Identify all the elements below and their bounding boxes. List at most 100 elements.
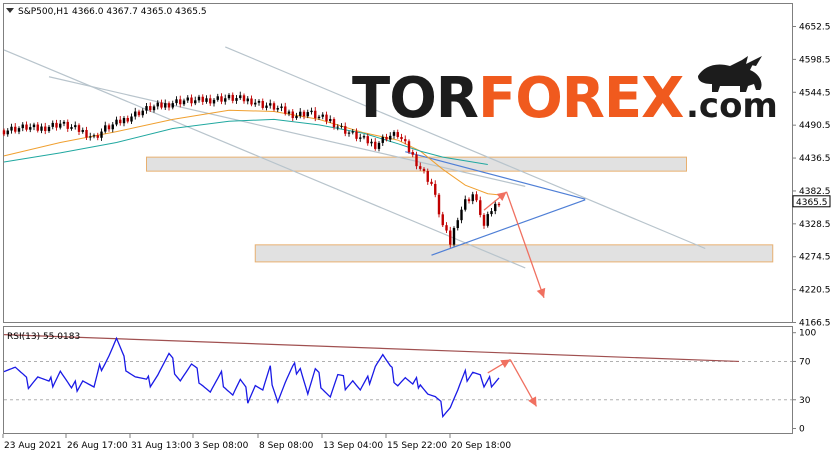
- candle: [355, 128, 358, 142]
- candle: [141, 108, 144, 118]
- candle: [2, 128, 6, 137]
- candle: [25, 121, 28, 132]
- time-tick-label: 13 Sep 04:00: [323, 441, 383, 451]
- rsi-label: RSI(13) 55.0183: [7, 332, 80, 342]
- candle: [426, 168, 429, 185]
- candle: [92, 133, 96, 139]
- candle: [490, 208, 493, 217]
- price-candles: [2, 91, 501, 248]
- candle: [434, 180, 437, 198]
- price-tick-label: 4166.5: [799, 319, 831, 329]
- candle: [359, 133, 362, 142]
- candle: [59, 119, 62, 130]
- candle: [209, 94, 212, 106]
- candle: [239, 91, 242, 100]
- candle: [201, 94, 204, 105]
- candle: [340, 123, 343, 129]
- candle: [104, 121, 107, 134]
- candle: [254, 99, 257, 107]
- candle: [441, 211, 444, 228]
- candle: [430, 178, 433, 186]
- watermark-text-orange: FOREX: [478, 66, 684, 131]
- candle: [122, 116, 126, 127]
- rsi-tick-label: 70: [799, 357, 811, 367]
- rsi-panel: 100 70 30 0: [3, 329, 816, 435]
- candle: [389, 132, 392, 143]
- candle: [119, 116, 122, 126]
- trend-line: [431, 199, 586, 256]
- candle: [486, 211, 489, 228]
- price-axis: 4652.5 4598.5 4544.5 4490.5 4436.5 4382.5 4328…: [792, 23, 831, 329]
- time-tick-label: 31 Aug 13:00: [131, 441, 192, 451]
- candle: [344, 122, 347, 137]
- main-panel-frame: [3, 3, 793, 323]
- candle: [77, 123, 81, 135]
- candle: [14, 123, 17, 134]
- candle: [81, 127, 84, 134]
- rsi-panel-frame: [3, 326, 793, 434]
- time-tick-label: 23 Aug 2021: [4, 441, 62, 451]
- candle: [242, 93, 246, 104]
- candle: [374, 138, 377, 151]
- candle: [10, 123, 13, 134]
- candle: [89, 132, 92, 141]
- candle: [156, 100, 159, 110]
- candle: [250, 95, 253, 107]
- price-tick-label: 4544.5: [799, 88, 831, 98]
- time-tick-label: 26 Aug 17:00: [67, 441, 128, 451]
- candle: [400, 133, 403, 142]
- moving-average-line: [3, 118, 488, 165]
- candle: [21, 122, 24, 132]
- rsi-tick-label: 0: [799, 425, 805, 435]
- candle: [437, 192, 441, 218]
- price-tick-label: 4274.5: [799, 253, 831, 263]
- trend-line: [3, 49, 526, 269]
- rsi-line: [3, 336, 500, 419]
- candle: [220, 93, 223, 105]
- candle: [160, 99, 163, 110]
- torforex-watermark: TORFOREX .com: [352, 56, 778, 131]
- candle: [29, 123, 32, 133]
- candle: [272, 101, 276, 112]
- rsi-trend-line: [3, 334, 740, 363]
- candle: [302, 109, 306, 120]
- candle: [231, 92, 234, 104]
- candle: [152, 104, 156, 113]
- candle: [55, 119, 58, 131]
- support-zone: [254, 244, 774, 263]
- candle: [47, 125, 51, 133]
- candle: [445, 222, 448, 233]
- candle: [336, 124, 339, 131]
- trend-line: [48, 76, 526, 187]
- chart-header: S&P500,H1 4366.0 4367.7 4365.0 4365.5: [6, 7, 207, 17]
- candle: [460, 206, 463, 224]
- time-tick-label: 20 Sep 18:00: [451, 441, 511, 451]
- candle: [62, 120, 66, 127]
- support-zones: [146, 156, 774, 263]
- candle: [467, 197, 471, 204]
- candle: [284, 102, 287, 116]
- candle: [216, 93, 219, 102]
- candle: [17, 126, 21, 135]
- candle: [164, 99, 167, 111]
- candle: [471, 191, 474, 205]
- candle: [70, 124, 73, 131]
- candle: [269, 99, 272, 109]
- candle: [100, 128, 103, 141]
- watermark-text-suffix: .com: [686, 86, 778, 126]
- price-tick-label: 4490.5: [799, 121, 831, 131]
- candle: [310, 107, 313, 115]
- candle: [351, 129, 354, 135]
- candle: [475, 191, 478, 203]
- trend-lines: [3, 46, 706, 269]
- candle: [317, 114, 321, 120]
- candle: [456, 217, 459, 231]
- candle: [235, 95, 238, 104]
- candle: [314, 107, 317, 122]
- candle: [325, 111, 328, 125]
- forecast-arrow: [505, 191, 546, 299]
- candle: [449, 226, 452, 248]
- collapse-triangle-icon: [6, 8, 14, 13]
- candle: [362, 134, 366, 140]
- candle: [171, 100, 174, 110]
